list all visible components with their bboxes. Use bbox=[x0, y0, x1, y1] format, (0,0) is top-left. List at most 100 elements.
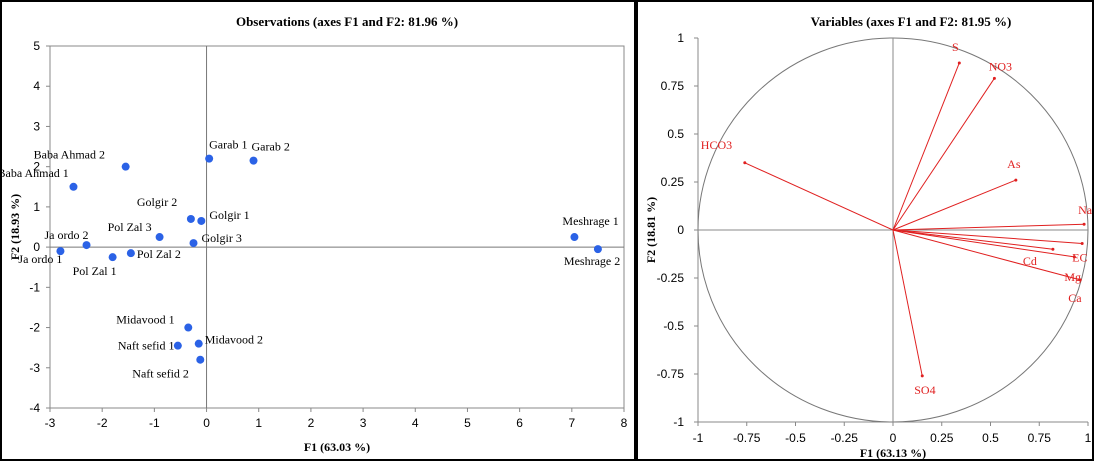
observation-label: Naft sefid 2 bbox=[132, 367, 189, 381]
y-tick-label: -4 bbox=[29, 401, 40, 415]
y-tick-label: 0.75 bbox=[661, 79, 685, 93]
y-tick-label: 1 bbox=[33, 200, 40, 214]
variable-vector-tip bbox=[1082, 222, 1086, 226]
y-tick-label: 0.5 bbox=[667, 127, 684, 141]
x-axis-title: F1 (63.03 %) bbox=[304, 440, 370, 454]
observation-point bbox=[189, 239, 198, 248]
observation-label: Golgir 1 bbox=[209, 208, 249, 222]
x-tick-label: -0.25 bbox=[831, 431, 859, 445]
x-tick-label: 1 bbox=[255, 416, 262, 430]
variable-label: NO3 bbox=[989, 59, 1012, 73]
variable-vector-tip bbox=[920, 374, 924, 378]
observation-point bbox=[108, 253, 117, 262]
variable-vector-tip bbox=[1051, 247, 1055, 251]
observation-label: Pol Zal 3 bbox=[108, 220, 152, 234]
x-tick-label: 5 bbox=[464, 416, 471, 430]
variable-vector bbox=[892, 229, 1083, 244]
y-tick-label: 4 bbox=[33, 79, 40, 93]
observation-label: Baba Ahmad 1 bbox=[2, 166, 69, 180]
x-tick-label: 1 bbox=[1085, 431, 1092, 445]
observation-point bbox=[593, 245, 602, 254]
variable-label: As bbox=[1007, 157, 1021, 171]
observation-point bbox=[186, 214, 195, 223]
y-tick-label: -2 bbox=[29, 321, 40, 335]
variable-vector bbox=[892, 229, 923, 377]
variable-label: HCO3 bbox=[701, 138, 732, 152]
plot-area-border bbox=[49, 45, 625, 409]
x-tick-label: 0 bbox=[890, 431, 897, 445]
variable-vector bbox=[892, 62, 960, 231]
variable-vector bbox=[892, 229, 1075, 258]
observation-label: Pol Zal 1 bbox=[73, 264, 117, 278]
observation-point bbox=[205, 154, 214, 163]
chart-title: Variables (axes F1 and F2: 81.95 %) bbox=[811, 14, 1012, 29]
x-tick-label: 2 bbox=[308, 416, 315, 430]
observation-label: Baba Ahmad 2 bbox=[34, 148, 105, 162]
observation-label: Naft sefid 1 bbox=[118, 339, 175, 353]
observation-point bbox=[196, 355, 205, 364]
variables-chart: Variables (axes F1 and F2: 81.95 %) F1 (6… bbox=[644, 14, 1093, 460]
observation-point bbox=[194, 339, 203, 348]
observation-point bbox=[249, 156, 258, 165]
x-tick-label: 3 bbox=[360, 416, 367, 430]
y-tick-label: 1 bbox=[677, 31, 684, 45]
variable-label: EC bbox=[1072, 250, 1087, 264]
observation-label: Ja ordo 2 bbox=[45, 228, 89, 242]
variable-vector-tip bbox=[957, 61, 961, 65]
observation-point bbox=[56, 247, 65, 256]
variable-vector bbox=[892, 78, 995, 231]
x-tick-label: -1 bbox=[693, 431, 704, 445]
observation-point bbox=[82, 241, 91, 250]
variable-vector-tip bbox=[743, 161, 747, 165]
y-tick-label: 0 bbox=[33, 240, 40, 254]
observation-label: Meshrage 1 bbox=[562, 214, 618, 228]
y-tick-label: 2 bbox=[33, 160, 40, 174]
x-tick-label: -3 bbox=[45, 416, 56, 430]
observation-label: Midavood 2 bbox=[205, 333, 263, 347]
observation-point bbox=[184, 323, 193, 332]
x-tick-label: -2 bbox=[97, 416, 108, 430]
observations-chart: Observations (axes F1 and F2: 81.96 %) F1… bbox=[2, 14, 628, 454]
variables-chart-panel: Variables (axes F1 and F2: 81.95 %) F1 (6… bbox=[636, 0, 1094, 461]
variable-label: SO4 bbox=[914, 383, 935, 397]
x-tick-label: 0.25 bbox=[930, 431, 954, 445]
y-axis-title: F2 (18.81 %) bbox=[644, 197, 658, 263]
variable-vector-tip bbox=[1080, 241, 1084, 245]
observation-label: Midavood 1 bbox=[116, 313, 174, 327]
variable-vector-tip bbox=[992, 76, 996, 80]
variable-vector bbox=[892, 229, 1081, 281]
x-tick-label: 0 bbox=[203, 416, 210, 430]
y-tick-label: 3 bbox=[33, 119, 40, 133]
observation-point bbox=[155, 233, 164, 242]
observation-point bbox=[126, 249, 135, 258]
x-tick-label: 0.75 bbox=[1028, 431, 1052, 445]
variable-vector bbox=[892, 179, 1017, 231]
variable-vector bbox=[892, 223, 1085, 231]
observation-label: Pol Zal 2 bbox=[137, 247, 181, 261]
variable-vector bbox=[892, 229, 1053, 250]
y-tick-label: 0.25 bbox=[661, 175, 685, 189]
observation-label: Garab 1 bbox=[209, 138, 247, 152]
variable-label: Mg bbox=[1064, 270, 1081, 284]
y-tick-label: -0.75 bbox=[657, 367, 685, 381]
y-tick-label: -1 bbox=[673, 415, 684, 429]
observation-point bbox=[173, 341, 182, 350]
x-tick-label: 0.5 bbox=[982, 431, 999, 445]
variable-vector-tip bbox=[1014, 178, 1018, 182]
y-tick-label: -1 bbox=[29, 280, 40, 294]
y-tick-label: -0.5 bbox=[663, 319, 684, 333]
variable-vector-tip bbox=[1072, 255, 1076, 259]
observation-point bbox=[570, 233, 579, 242]
observation-point bbox=[69, 182, 78, 191]
variable-label: Cd bbox=[1023, 254, 1037, 268]
x-tick-label: -1 bbox=[149, 416, 160, 430]
observation-label: Golgir 3 bbox=[202, 231, 242, 245]
x-axis-title: F1 (63.13 %) bbox=[860, 446, 926, 460]
variable-vector bbox=[744, 162, 894, 231]
x-tick-label: 8 bbox=[621, 416, 628, 430]
y-tick-label: 5 bbox=[33, 39, 40, 53]
x-tick-label: -0.5 bbox=[785, 431, 806, 445]
x-tick-label: 6 bbox=[516, 416, 523, 430]
variable-label: Na bbox=[1078, 203, 1093, 217]
observation-point bbox=[197, 216, 206, 225]
